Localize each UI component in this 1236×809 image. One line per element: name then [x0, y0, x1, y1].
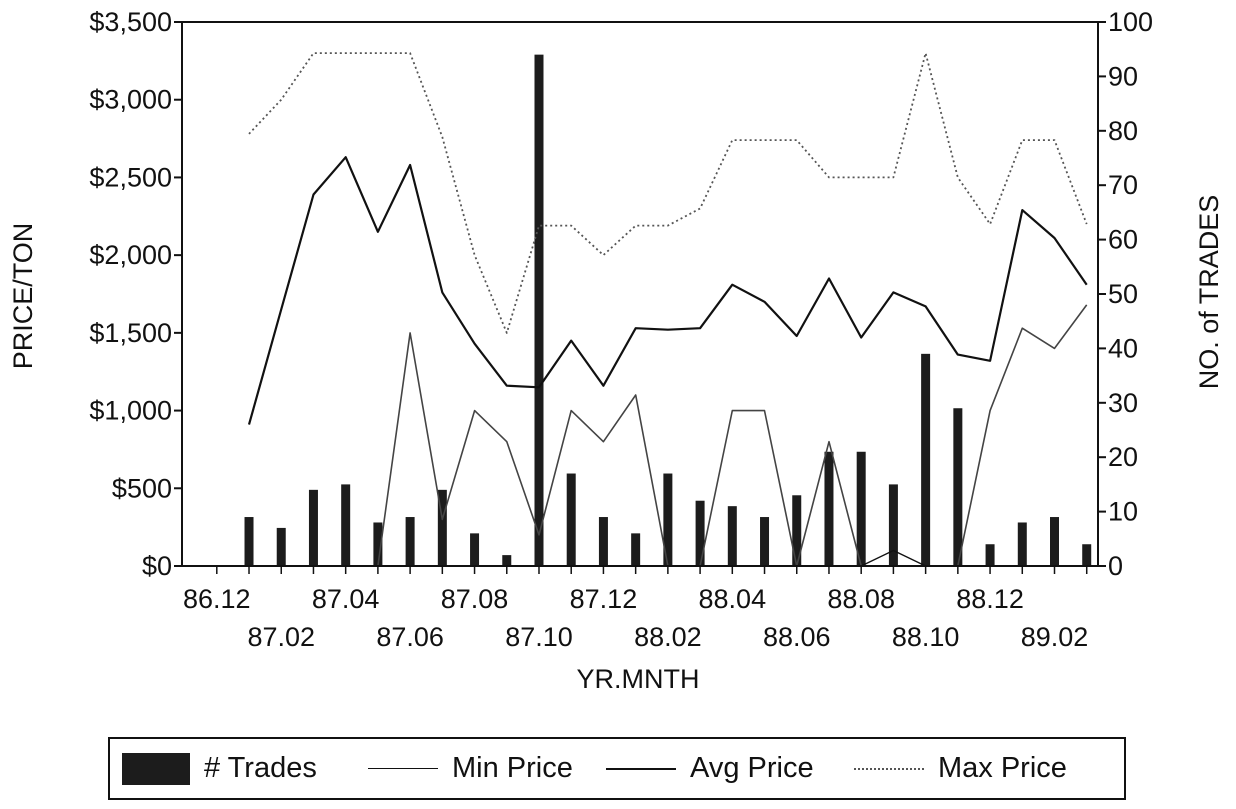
y-left-tick-label: $3,000: [89, 85, 172, 115]
y-right-tick-label: 90: [1108, 61, 1138, 91]
bar-trades: [631, 533, 641, 566]
y-right-tick-label: 80: [1108, 116, 1138, 146]
legend-item-trades: # Trades: [122, 739, 317, 798]
legend-swatch-avg-price: [606, 767, 676, 770]
legend-label-trades: # Trades: [204, 752, 317, 784]
legend-item-avg-price: Avg Price: [606, 739, 814, 798]
legend-swatch-max-price: [854, 767, 924, 770]
y-left-tick-label: $1,000: [89, 396, 172, 426]
bar-trades: [373, 522, 383, 566]
legend-label-min-price: Min Price: [452, 752, 573, 784]
y-right-tick-label: 50: [1108, 279, 1138, 309]
bar-trades: [985, 544, 995, 566]
bar-trades: [953, 408, 963, 566]
y-right-tick-label: 30: [1108, 388, 1138, 418]
legend-swatch-trades: [122, 752, 190, 785]
y-right-tick-label: 70: [1108, 170, 1138, 200]
x-tick-label-upper: 87.08: [441, 584, 509, 614]
x-tick-label-lower: 87.06: [376, 622, 444, 652]
x-tick-label-upper: 88.04: [699, 584, 767, 614]
x-tick-label-lower: 89.02: [1021, 622, 1089, 652]
bar-trades: [760, 517, 770, 566]
combo-chart: $0 $500 $1,000 $1,500 $2,000 $2,500 $3,000 $3,5…: [8, 7, 1224, 694]
bar-trades: [1017, 522, 1027, 566]
line-avg-price: [247, 156, 1088, 425]
bar-trades: [1082, 544, 1092, 566]
bar-trades: [888, 484, 898, 566]
bar-trades: [727, 506, 737, 566]
x-tick-label-upper: 88.12: [956, 584, 1024, 614]
legend: # Trades Min Price Avg Price Max Price: [108, 737, 1126, 800]
y-left-tick-label: $500: [112, 473, 172, 503]
y-right-tick-label: 20: [1108, 442, 1138, 472]
axes: [174, 21, 1106, 574]
x-tick-label-upper: 87.12: [570, 584, 638, 614]
bar-trades: [598, 517, 608, 566]
tick-labels: $0 $500 $1,000 $1,500 $2,000 $2,500 $3,000 $3,5…: [89, 7, 1153, 652]
bar-trades: [244, 517, 254, 566]
x-tick-label-upper: 86.12: [183, 584, 251, 614]
legend-label-max-price: Max Price: [938, 752, 1067, 784]
x-tick-label-lower: 88.10: [892, 622, 960, 652]
bar-series-trades: [244, 54, 1092, 566]
y-left-tick-label: $2,500: [89, 162, 172, 192]
x-tick-label-lower: 87.10: [505, 622, 573, 652]
x-axis-title: YR.MNTH: [577, 664, 700, 694]
bar-trades: [502, 555, 512, 566]
bar-trades: [276, 527, 286, 566]
x-tick-label-lower: 88.06: [763, 622, 831, 652]
legend-swatch-min-price: [368, 768, 438, 769]
x-tick-label-upper: 88.08: [827, 584, 895, 614]
y-right-tick-label: 100: [1108, 7, 1153, 37]
y-axis-right-title: NO. of TRADES: [1194, 195, 1224, 390]
bar-trades: [695, 500, 705, 566]
legend-label-avg-price: Avg Price: [690, 752, 814, 784]
x-tick-label-lower: 87.02: [247, 622, 315, 652]
y-left-tick-label: $3,500: [89, 7, 172, 37]
y-left-tick-label: $2,000: [89, 240, 172, 270]
legend-item-max-price: Max Price: [854, 739, 1067, 798]
bar-trades: [405, 517, 415, 566]
y-right-tick-label: 60: [1108, 225, 1138, 255]
bar-trades: [856, 451, 866, 566]
bar-trades: [341, 484, 351, 566]
bar-trades: [824, 451, 834, 566]
bar-trades: [534, 54, 544, 566]
bar-trades: [663, 473, 673, 566]
bar-trades: [470, 533, 480, 566]
x-tick-label-upper: 87.04: [312, 584, 380, 614]
bar-trades: [1050, 517, 1060, 566]
bar-trades: [437, 489, 447, 566]
x-tick-label-lower: 88.02: [634, 622, 702, 652]
y-right-tick-label: 0: [1108, 551, 1123, 581]
y-right-tick-label: 40: [1108, 333, 1138, 363]
legend-item-min-price: Min Price: [368, 739, 573, 798]
line-max-price: [248, 52, 1088, 334]
y-left-tick-label: $1,500: [89, 318, 172, 348]
y-right-tick-label: 10: [1108, 497, 1138, 527]
y-left-tick-label: $0: [142, 551, 172, 581]
bar-trades: [566, 473, 576, 566]
bar-trades: [308, 489, 318, 566]
bar-trades: [921, 353, 931, 566]
y-axis-left-title: PRICE/TON: [8, 223, 38, 370]
bar-trades: [792, 495, 802, 566]
